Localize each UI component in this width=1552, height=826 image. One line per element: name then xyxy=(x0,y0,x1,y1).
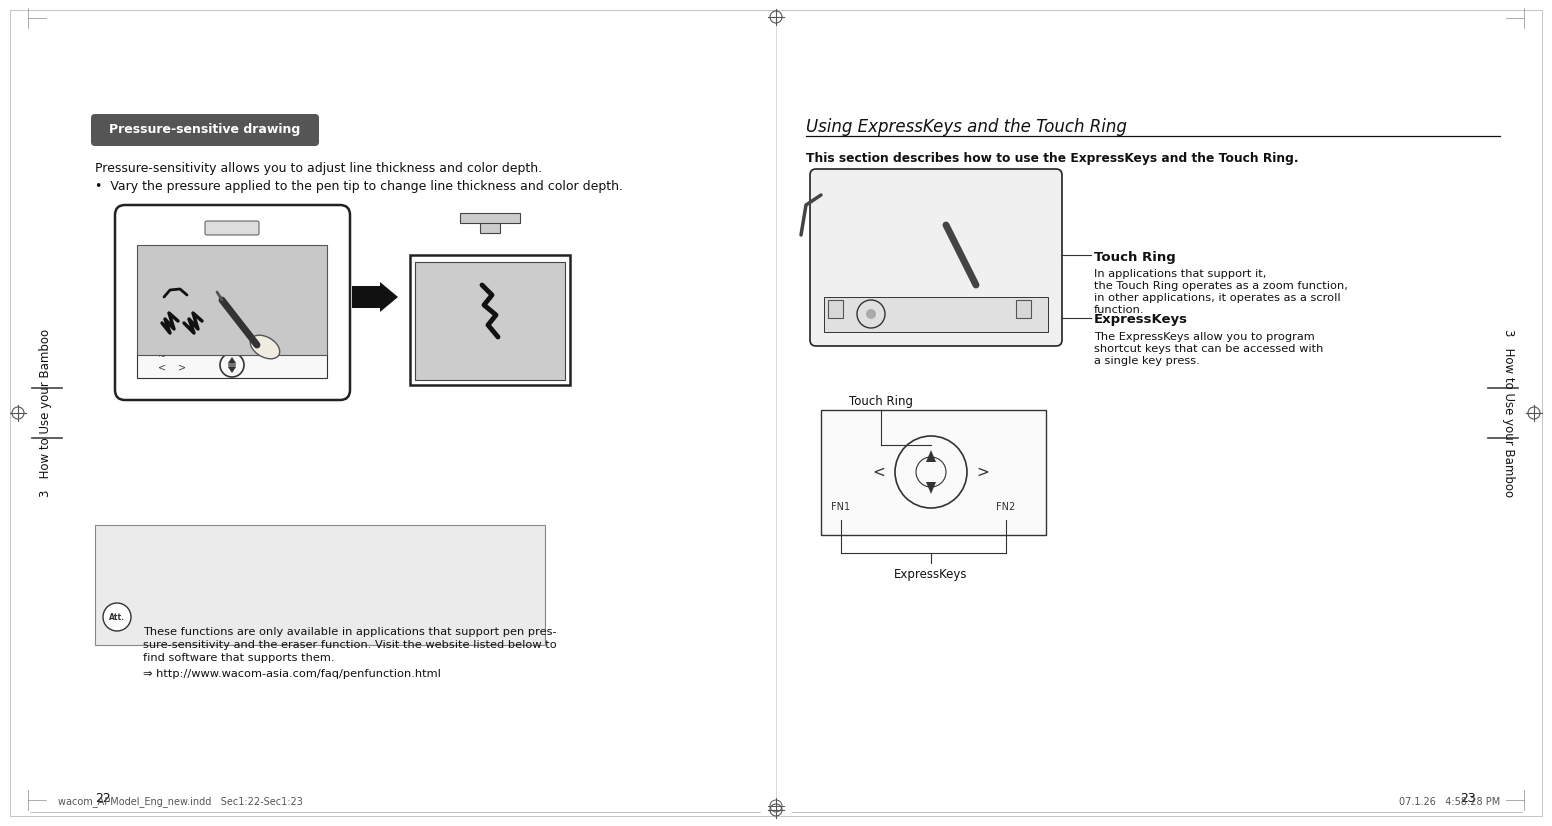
Text: >: > xyxy=(976,464,989,480)
Circle shape xyxy=(102,603,130,631)
Text: 22: 22 xyxy=(95,791,110,805)
Text: Pressure-sensitivity allows you to adjust line thickness and color depth.: Pressure-sensitivity allows you to adjus… xyxy=(95,162,542,175)
Text: This section describes how to use the ExpressKeys and the Touch Ring.: This section describes how to use the Ex… xyxy=(805,152,1299,165)
FancyBboxPatch shape xyxy=(92,114,320,146)
Text: The ExpressKeys allow you to program: The ExpressKeys allow you to program xyxy=(1094,332,1315,342)
Text: sure-sensitivity and the eraser function. Visit the website listed below to: sure-sensitivity and the eraser function… xyxy=(143,640,557,650)
Text: 3   How to Use your Bamboo: 3 How to Use your Bamboo xyxy=(39,329,53,497)
Text: function.: function. xyxy=(1094,305,1144,315)
Text: shortcut keys that can be accessed with: shortcut keys that can be accessed with xyxy=(1094,344,1324,354)
Bar xyxy=(459,213,520,223)
Text: Pressure-sensitive drawing: Pressure-sensitive drawing xyxy=(109,124,301,136)
Text: Touch Ring: Touch Ring xyxy=(1094,250,1176,263)
Bar xyxy=(414,262,565,380)
Text: find software that supports them.: find software that supports them. xyxy=(143,653,335,663)
FancyArrow shape xyxy=(352,282,397,312)
Polygon shape xyxy=(228,367,236,373)
Text: ExpressKeys: ExpressKeys xyxy=(894,568,968,581)
Bar xyxy=(480,219,500,233)
Text: wacom_APModel_Eng_new.indd   Sec1:22-Sec1:23: wacom_APModel_Eng_new.indd Sec1:22-Sec1:… xyxy=(57,796,303,808)
Text: FN2: FN2 xyxy=(996,502,1015,512)
Text: 07.1.26   4:58:28 PM: 07.1.26 4:58:28 PM xyxy=(1398,797,1499,807)
Text: >: > xyxy=(178,363,186,373)
Text: ⇒ http://www.wacom-asia.com/faq/penfunction.html: ⇒ http://www.wacom-asia.com/faq/penfunct… xyxy=(143,669,441,679)
Polygon shape xyxy=(927,450,936,462)
Text: the Touch Ring operates as a zoom function,: the Touch Ring operates as a zoom functi… xyxy=(1094,281,1347,291)
FancyBboxPatch shape xyxy=(115,205,351,400)
Circle shape xyxy=(228,361,236,369)
Text: These functions are only available in applications that support pen pres-: These functions are only available in ap… xyxy=(143,627,557,637)
Text: •  Vary the pressure applied to the pen tip to change line thickness and color d: • Vary the pressure applied to the pen t… xyxy=(95,180,622,193)
Text: Att.: Att. xyxy=(109,613,126,621)
Text: 23: 23 xyxy=(1460,791,1476,805)
Text: <: < xyxy=(158,363,166,373)
Bar xyxy=(137,245,327,355)
Bar xyxy=(821,410,1046,535)
Ellipse shape xyxy=(250,335,279,358)
Bar xyxy=(824,297,1048,332)
Polygon shape xyxy=(927,482,936,494)
FancyBboxPatch shape xyxy=(810,169,1062,346)
Bar xyxy=(829,300,843,318)
Text: Touch Ring: Touch Ring xyxy=(849,395,913,408)
Text: 3   How to Use your Bamboo: 3 How to Use your Bamboo xyxy=(1501,329,1515,497)
Bar xyxy=(1017,300,1031,318)
Bar xyxy=(410,255,570,385)
Text: Using ExpressKeys and the Touch Ring: Using ExpressKeys and the Touch Ring xyxy=(805,118,1127,136)
FancyBboxPatch shape xyxy=(205,221,259,235)
Text: ExpressKeys: ExpressKeys xyxy=(1094,314,1187,326)
Polygon shape xyxy=(228,357,236,363)
Circle shape xyxy=(866,309,875,319)
Text: <: < xyxy=(872,464,885,480)
Text: FN1: FN1 xyxy=(832,502,850,512)
Text: In applications that support it,: In applications that support it, xyxy=(1094,269,1266,279)
Text: ~: ~ xyxy=(158,352,166,362)
Bar xyxy=(137,352,327,378)
Text: a single key press.: a single key press. xyxy=(1094,356,1200,366)
Bar xyxy=(95,525,545,645)
Text: in other applications, it operates as a scroll: in other applications, it operates as a … xyxy=(1094,293,1341,303)
